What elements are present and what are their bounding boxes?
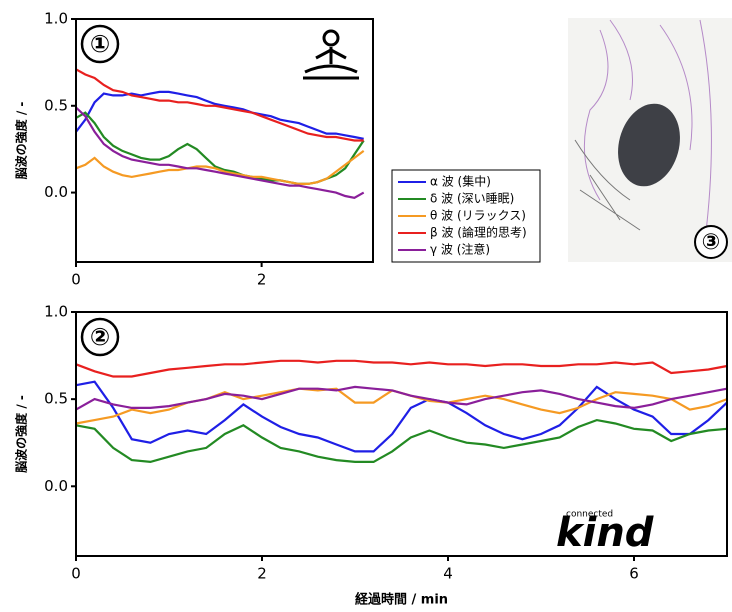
- x-tick-label: 0: [71, 565, 81, 583]
- plot-frame: [76, 19, 373, 262]
- legend-label: δ 波 (深い睡眠): [430, 192, 514, 206]
- y-axis-label: 脳波の強度 / -: [14, 395, 29, 473]
- series-line: [76, 420, 727, 462]
- legend-label: α 波 (集中): [430, 174, 491, 189]
- photo: ③: [568, 18, 732, 262]
- x-tick-label: 6: [629, 565, 639, 583]
- x-axis-label: 経過時間 / min: [355, 592, 448, 608]
- panel-label: ②: [90, 323, 110, 351]
- y-tick-label: 1.0: [44, 10, 68, 28]
- page: ③ connected kind 0.00.51.002①脳波の強度 / -α …: [0, 0, 732, 612]
- panel-label: ①: [90, 30, 110, 58]
- y-axis-label: 脳波の強度 / -: [14, 102, 29, 180]
- series-line: [76, 108, 364, 198]
- legend-label: β 波 (論理的思考): [430, 225, 527, 240]
- y-tick-label: 0.5: [44, 390, 68, 408]
- photo-label: ③: [702, 230, 721, 255]
- logo-main: kind: [556, 510, 654, 556]
- y-tick-label: 1.0: [44, 303, 68, 321]
- y-tick-label: 0.0: [44, 477, 68, 495]
- meditation-icon: [303, 31, 359, 78]
- legend-label: θ 波 (リラックス): [430, 209, 526, 223]
- y-tick-label: 0.0: [44, 183, 68, 201]
- legend-label: γ 波 (注意): [430, 242, 490, 257]
- x-tick-label: 4: [443, 565, 453, 583]
- series-line: [76, 92, 364, 139]
- x-tick-label: 0: [71, 271, 81, 289]
- x-tick-label: 2: [257, 565, 267, 583]
- figure: ③ connected kind 0.00.51.002①脳波の強度 / -α …: [0, 0, 732, 612]
- y-tick-label: 0.5: [44, 96, 68, 114]
- series-line: [76, 361, 727, 377]
- logo: connected kind: [556, 510, 654, 557]
- x-tick-label: 2: [257, 271, 267, 289]
